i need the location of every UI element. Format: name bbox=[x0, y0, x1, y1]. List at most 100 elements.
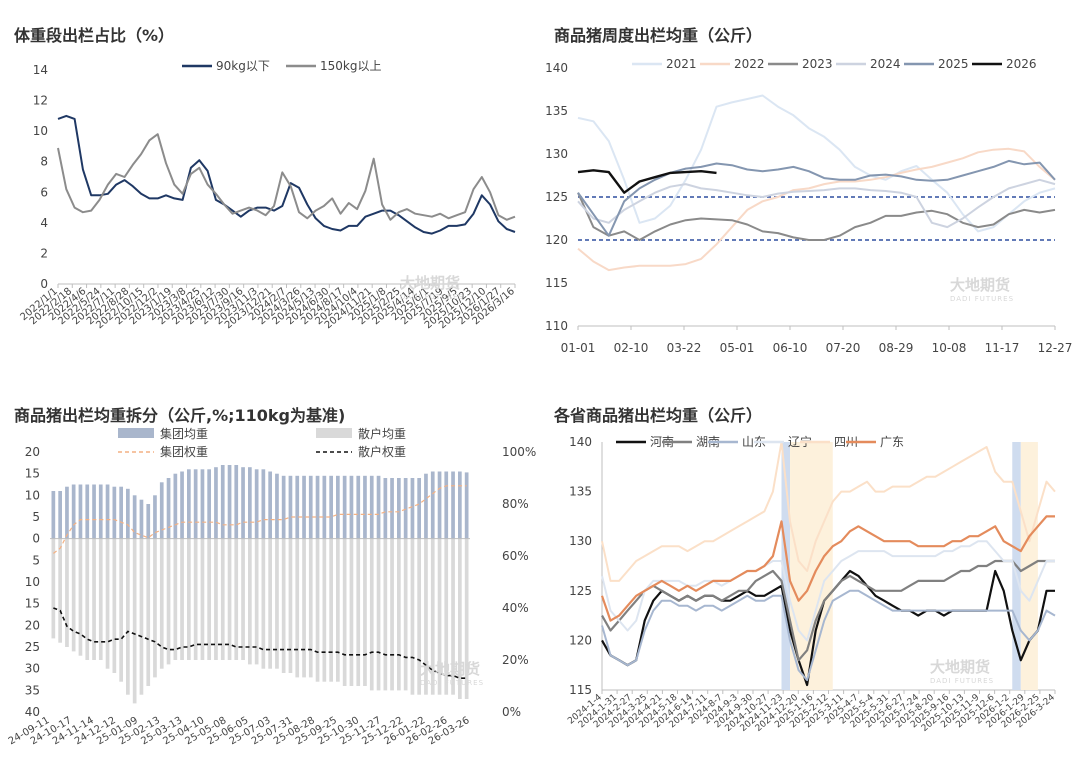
bar-group bbox=[376, 475, 381, 539]
y-tick-label: 140 bbox=[545, 61, 568, 75]
highlight-band bbox=[781, 442, 791, 690]
bar-retail bbox=[302, 538, 306, 678]
bar-retail bbox=[369, 538, 374, 691]
series-line-item bbox=[601, 559, 1055, 662]
y-tick-label: 10 bbox=[25, 575, 40, 589]
legend-swatch bbox=[118, 428, 154, 438]
y-tick-label: 14 bbox=[33, 63, 48, 77]
bar-group bbox=[248, 467, 252, 539]
series-line-2026 bbox=[577, 169, 717, 194]
bar-group bbox=[322, 475, 327, 539]
bar-retail bbox=[132, 538, 137, 704]
bar-retail bbox=[159, 538, 164, 669]
y2-tick-label: 40% bbox=[502, 601, 529, 615]
bar-retail bbox=[105, 538, 110, 669]
y-tick-label: 30 bbox=[25, 662, 40, 676]
bar-retail bbox=[200, 538, 205, 660]
legend-label: 散户权重 bbox=[358, 444, 406, 459]
bar-retail bbox=[187, 538, 191, 660]
bar-retail bbox=[288, 538, 293, 673]
legend-label: 2022 bbox=[734, 57, 765, 71]
y-tick-label: 125 bbox=[545, 190, 568, 204]
bar-retail bbox=[308, 538, 313, 678]
legend-label: 2021 bbox=[666, 57, 697, 71]
y-tick-label: 0 bbox=[40, 277, 48, 291]
bar-group bbox=[295, 475, 300, 539]
bar-group bbox=[71, 484, 76, 539]
x-tick-label: 06-10 bbox=[773, 341, 808, 355]
bar-retail bbox=[193, 538, 198, 660]
bar-group bbox=[200, 469, 205, 539]
y-tick-label: 140 bbox=[569, 435, 592, 449]
y2-tick-label: 100% bbox=[502, 445, 536, 459]
y-tick-label: 40 bbox=[25, 705, 40, 719]
bar-retail bbox=[397, 538, 401, 691]
bar-retail bbox=[65, 538, 69, 647]
bar-retail bbox=[444, 538, 449, 695]
bar-retail bbox=[146, 538, 151, 686]
bar-group bbox=[403, 478, 408, 539]
bar-group bbox=[397, 478, 401, 539]
bar-group bbox=[349, 475, 354, 539]
bar-retail bbox=[424, 538, 428, 695]
y-tick-label: 25 bbox=[25, 640, 40, 654]
bar-group bbox=[214, 467, 218, 539]
bar-retail bbox=[248, 538, 252, 665]
bar-retail bbox=[281, 538, 286, 673]
chart-weight-split: 商品猪出栏均重拆分（公斤,%;110kg为基准) 20 15 10 5 0 5 10 15 20… bbox=[0, 390, 540, 763]
bar-group bbox=[254, 469, 259, 539]
weight-split-plot: 20 15 10 5 0 5 10 15 20 25 30 35 40 100% 80% 60% 40% 20% 0… bbox=[7, 426, 537, 747]
bar-retail bbox=[376, 538, 381, 691]
y-tick-label: 15 bbox=[25, 597, 40, 611]
y-tick-label: 20 bbox=[25, 445, 40, 459]
bar-retail bbox=[410, 538, 415, 695]
chart-title-weight-share: 体重段出栏占比（%） bbox=[14, 26, 175, 45]
legend-label: 2024 bbox=[870, 57, 901, 71]
bar-retail bbox=[458, 538, 462, 699]
bar-group bbox=[112, 486, 117, 539]
bar-group bbox=[173, 473, 178, 539]
bar-retail bbox=[153, 538, 157, 678]
legend-label: 集团权重 bbox=[160, 444, 208, 459]
bar-retail bbox=[234, 538, 239, 660]
y-tick-label: 0 bbox=[32, 532, 40, 546]
series-line-2022 bbox=[577, 147, 1056, 272]
bar-retail bbox=[180, 538, 184, 660]
x-tick-label: 10-08 bbox=[932, 341, 967, 355]
bar-retail bbox=[71, 538, 76, 652]
bar-retail bbox=[126, 538, 130, 695]
bar-group bbox=[180, 471, 184, 539]
bar-group bbox=[308, 475, 313, 539]
watermark: 大地期货 DADI FUTURES bbox=[420, 660, 485, 687]
x-tick-label: 07-20 bbox=[826, 341, 861, 355]
x-tick-label: 05-01 bbox=[720, 341, 755, 355]
bar-retail bbox=[356, 538, 361, 686]
x-tick-label: 02-10 bbox=[614, 341, 649, 355]
series-line-90kg bbox=[57, 114, 516, 235]
bar-retail bbox=[241, 538, 245, 660]
watermark: 大地期货 DADI FUTURES bbox=[930, 658, 995, 685]
legend-label: 2025 bbox=[938, 57, 969, 71]
y-tick-label: 110 bbox=[545, 319, 568, 333]
bar-group bbox=[417, 478, 421, 539]
bar-retail bbox=[363, 538, 367, 686]
bar-group bbox=[146, 504, 151, 539]
bar-group bbox=[261, 469, 266, 539]
bar-group bbox=[207, 469, 211, 539]
bar-group bbox=[139, 499, 144, 539]
y-tick-label: 6 bbox=[40, 185, 48, 199]
y-tick-label: 130 bbox=[545, 147, 568, 161]
y-tick-label: 130 bbox=[569, 534, 592, 548]
bar-retail bbox=[417, 538, 421, 695]
bar-retail bbox=[342, 538, 347, 686]
bar-group bbox=[241, 467, 245, 539]
bar-retail bbox=[329, 538, 333, 682]
bar-group bbox=[410, 478, 415, 539]
bar-group bbox=[153, 495, 157, 539]
bar-group bbox=[58, 491, 62, 539]
bar-group bbox=[444, 471, 449, 539]
weight-line-retail bbox=[53, 607, 467, 680]
bar-group bbox=[126, 488, 130, 539]
chart-province-weight: 各省商品猪出栏均重（公斤） 115 120 125 130 135 140 2024-1-4… bbox=[540, 390, 1080, 763]
series-line-2025 bbox=[577, 159, 1056, 237]
